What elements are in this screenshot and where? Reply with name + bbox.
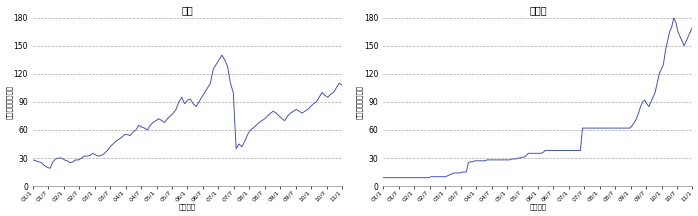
Y-axis label: （ドル／バレル）: （ドル／バレル） xyxy=(6,85,12,119)
Title: 鉄鉱石: 鉄鉱石 xyxy=(529,6,547,16)
Y-axis label: （セント／トン）: （セント／トン） xyxy=(356,85,362,119)
X-axis label: （年月）: （年月） xyxy=(529,204,547,210)
X-axis label: （年月）: （年月） xyxy=(179,204,196,210)
Title: 原油: 原油 xyxy=(181,6,193,16)
